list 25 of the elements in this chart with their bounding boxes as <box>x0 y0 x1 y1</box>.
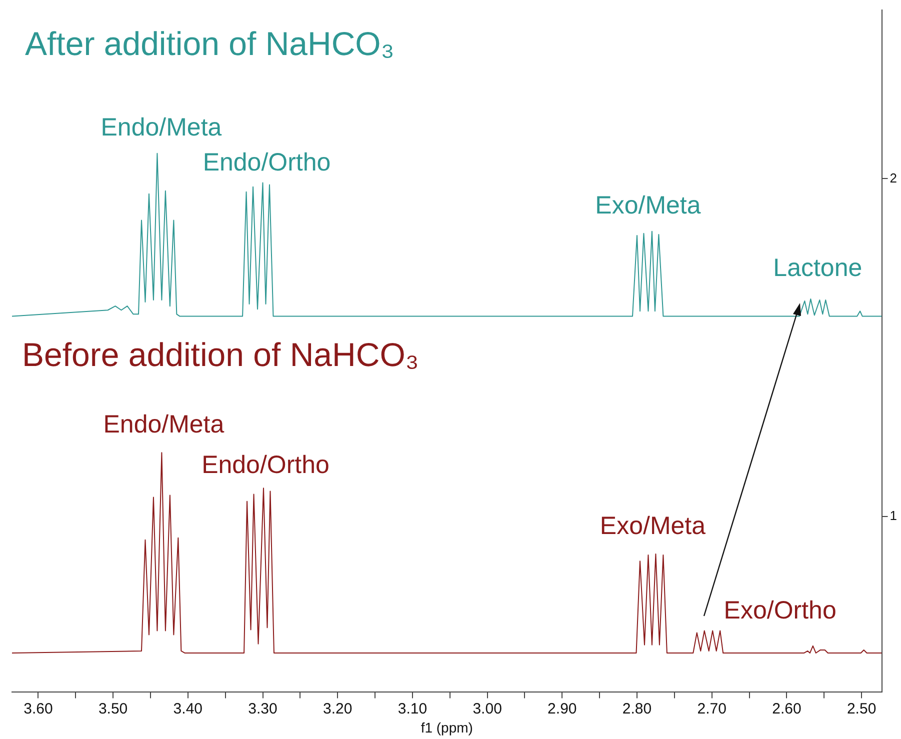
x-tick-label: 2.50 <box>846 700 876 718</box>
text: Before addition of NaHCO₃ <box>22 336 419 373</box>
annotation: Lactone <box>773 254 862 282</box>
annotation: Endo/Meta <box>100 113 222 142</box>
text: After addition of NaHCO₃ <box>25 25 394 62</box>
x-tick-label: 2.80 <box>622 700 652 718</box>
x-tick-label: 3.40 <box>173 700 202 718</box>
x-tick-label: 3.50 <box>98 700 128 718</box>
x-tick-label: 3.20 <box>323 700 352 718</box>
x-tick-label: 2.70 <box>697 700 726 718</box>
annotation: Endo/Ortho <box>202 148 331 177</box>
y-tick-label: 2 <box>890 170 898 186</box>
annotation: Exo/Meta <box>595 191 701 220</box>
annotation: Exo/Ortho <box>724 596 836 625</box>
x-tick-label: 3.60 <box>24 700 53 718</box>
x-tick-label: 2.60 <box>772 700 802 718</box>
annotation: Endo/Meta <box>103 410 224 439</box>
x-axis-title: f1 (ppm) <box>420 719 473 736</box>
x-tick-label: 3.00 <box>472 700 502 718</box>
annotation: Exo/Meta <box>600 512 706 540</box>
x-tick-label: 3.30 <box>248 700 278 718</box>
x-tick-label: 2.90 <box>548 700 577 718</box>
x-tick-label: 3.10 <box>398 700 428 718</box>
annotation: Endo/Ortho <box>202 451 330 480</box>
y-tick-label: 1 <box>890 508 898 524</box>
